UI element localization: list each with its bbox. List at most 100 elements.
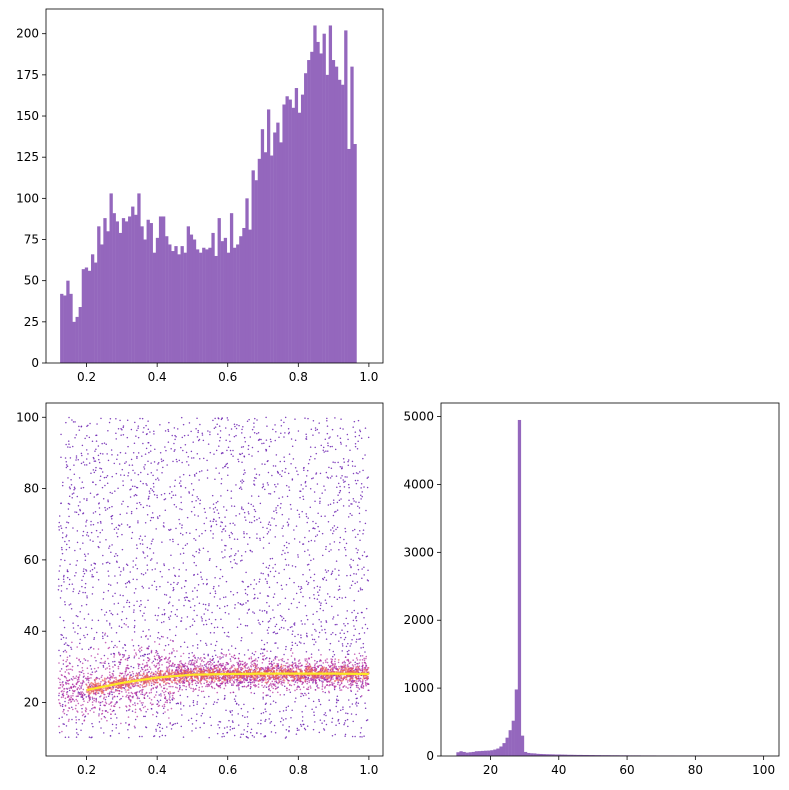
scatter-point xyxy=(312,527,315,529)
scatter-point xyxy=(360,669,362,672)
scatter-point xyxy=(70,484,73,486)
scatter-point xyxy=(189,606,192,609)
scatter-point xyxy=(300,587,303,590)
scatter-point xyxy=(341,466,343,468)
scatter-point xyxy=(89,492,92,495)
scatter-point xyxy=(307,517,309,519)
scatter-point xyxy=(86,534,88,536)
scatter-point xyxy=(228,555,231,558)
scatter-point xyxy=(149,519,152,522)
scatter-point xyxy=(238,618,240,620)
scatter-point xyxy=(97,578,100,581)
scatter-point xyxy=(115,676,117,679)
scatter-point xyxy=(108,665,111,667)
scatter-point xyxy=(203,656,205,659)
scatter-point xyxy=(149,635,152,637)
scatter-point xyxy=(81,684,83,687)
scatter-point xyxy=(66,569,69,571)
scatter-point xyxy=(237,663,240,665)
scatter-point xyxy=(358,501,360,504)
scatter-point xyxy=(354,668,357,671)
scatter-point xyxy=(239,453,242,456)
scatter-point xyxy=(253,681,256,684)
scatter-point xyxy=(250,662,252,664)
scatter-point xyxy=(361,491,363,493)
y-tick-label: 125 xyxy=(16,150,39,164)
scatter-point xyxy=(175,626,178,628)
scatter-point xyxy=(223,681,225,683)
scatter-point xyxy=(237,704,240,706)
histogram-bar xyxy=(168,244,172,363)
scatter-point xyxy=(103,591,105,594)
scatter-point xyxy=(81,714,84,717)
scatter-point xyxy=(73,489,75,491)
scatter-point xyxy=(167,709,169,711)
scatter-point xyxy=(217,512,220,515)
scatter-point xyxy=(221,648,223,651)
scatter-point xyxy=(188,652,190,655)
scatter-point xyxy=(120,523,123,525)
scatter-point xyxy=(307,582,310,584)
scatter-point xyxy=(141,543,144,545)
scatter-point xyxy=(172,538,174,541)
scatter-point xyxy=(178,687,181,690)
scatter-point xyxy=(191,494,194,496)
scatter-point xyxy=(288,664,291,666)
scatter-point xyxy=(166,701,168,704)
scatter-point xyxy=(304,692,306,695)
histogram-bar xyxy=(236,244,240,363)
scatter-point xyxy=(354,431,357,433)
scatter-point xyxy=(307,549,309,551)
histogram-bar xyxy=(140,226,144,363)
scatter-point xyxy=(104,641,107,644)
scatter-point xyxy=(119,594,122,596)
scatter-point xyxy=(214,644,217,647)
scatter-point xyxy=(320,515,323,517)
scatter-point xyxy=(320,625,323,627)
scatter-point xyxy=(67,440,70,442)
scatter-point xyxy=(200,714,203,717)
scatter-point xyxy=(148,692,151,694)
scatter-point xyxy=(367,476,369,478)
scatter-point xyxy=(73,486,76,489)
scatter-point xyxy=(95,529,98,532)
scatter-point xyxy=(274,683,276,686)
scatter-point xyxy=(299,662,302,664)
scatter-point xyxy=(61,484,64,487)
scatter-point xyxy=(233,505,236,507)
scatter-point xyxy=(89,709,92,712)
scatter-point xyxy=(68,416,70,419)
scatter-point xyxy=(187,599,190,602)
scatter-point xyxy=(225,653,228,656)
y-tick-label: 25 xyxy=(24,315,39,329)
scatter-point xyxy=(185,685,188,688)
scatter-point xyxy=(315,679,318,682)
scatter-point xyxy=(251,446,254,449)
scatter-point xyxy=(154,670,157,673)
scatter-point xyxy=(229,710,231,712)
histogram-bar xyxy=(263,152,268,363)
scatter-point xyxy=(98,461,101,464)
scatter-point xyxy=(61,536,64,539)
scatter-point xyxy=(122,426,124,429)
scatter-point xyxy=(359,588,362,591)
scatter-point xyxy=(81,707,83,710)
scatter-point xyxy=(213,427,216,429)
scatter-point xyxy=(172,685,174,688)
scatter-point xyxy=(62,636,65,639)
scatter-point xyxy=(172,540,174,543)
scatter-point xyxy=(196,453,199,455)
histogram-bar xyxy=(304,73,308,363)
scatter-point xyxy=(150,691,153,694)
scatter-point xyxy=(160,635,163,638)
scatter-point xyxy=(283,681,285,684)
scatter-point xyxy=(99,702,101,704)
scatter-point xyxy=(132,578,134,580)
scatter-point xyxy=(130,665,132,668)
scatter-point xyxy=(198,438,201,441)
scatter-point xyxy=(278,679,280,681)
scatter-point xyxy=(152,713,154,716)
scatter-point xyxy=(98,458,100,461)
scatter-point xyxy=(74,437,76,439)
scatter-point xyxy=(356,581,359,583)
